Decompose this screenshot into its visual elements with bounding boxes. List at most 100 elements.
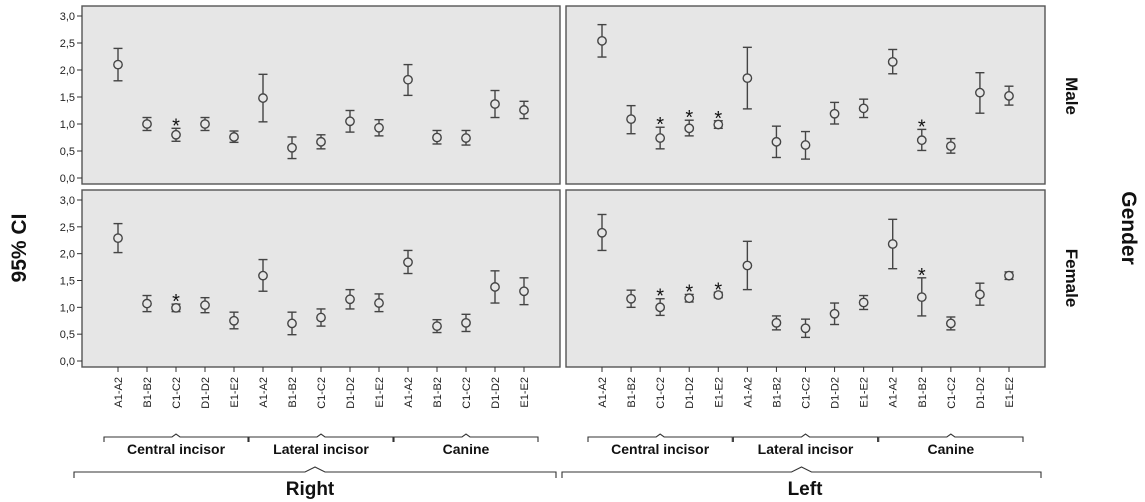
significance-star: * (918, 265, 926, 287)
mean-marker (403, 257, 413, 268)
error-bar-point (626, 289, 636, 309)
facet-row-title: Gender (1117, 191, 1140, 265)
mean-marker (287, 142, 297, 153)
mean-marker (142, 119, 152, 129)
mean-marker (887, 239, 898, 249)
panel-frame (81, 189, 561, 368)
group-label: Central incisor (127, 441, 226, 457)
error-bar-point (684, 119, 695, 137)
x-tick-label: E1-E2 (374, 377, 386, 408)
x-tick-label: C1-C2 (946, 377, 958, 409)
mean-marker (316, 312, 326, 323)
side-label-right: Right (286, 479, 335, 500)
mean-marker (800, 323, 811, 334)
error-bar-point (258, 73, 268, 123)
significance-star: * (918, 116, 926, 138)
error-bar-point (975, 71, 985, 114)
error-bar-point (171, 302, 181, 313)
x-tick-label: D1-D2 (830, 377, 842, 409)
group-bracket (878, 433, 1024, 442)
mean-marker (945, 141, 956, 152)
error-bar-point (519, 100, 529, 120)
error-bar-point (858, 98, 869, 119)
x-tick-label: E1-E2 (229, 377, 241, 408)
x-tick-label: E1-E2 (859, 377, 871, 408)
error-bar-point (742, 46, 753, 110)
mean-marker (742, 73, 753, 84)
error-bar-point (519, 277, 529, 306)
error-bar-point (403, 63, 413, 97)
significance-star: * (656, 286, 664, 308)
y-tick-label: 0,5 (60, 146, 75, 158)
mean-marker (461, 133, 471, 143)
error-bar-point (374, 118, 384, 137)
mean-marker (597, 35, 607, 46)
mean-marker (461, 317, 471, 328)
error-bar-point (626, 104, 636, 135)
error-bar-point (345, 288, 355, 310)
mean-marker (829, 308, 840, 319)
y-tick-label: 1,5 (60, 92, 75, 104)
error-bar-point (713, 290, 724, 300)
mean-marker (655, 133, 666, 143)
mean-marker (684, 293, 695, 304)
y-tick-label: 2,5 (60, 38, 75, 50)
x-tick-label: D1-D2 (345, 377, 357, 409)
error-bar-point (345, 109, 355, 133)
error-bar-point (200, 296, 210, 314)
group-label: Canine (443, 441, 490, 457)
mean-marker (171, 129, 181, 140)
error-bar-point (142, 294, 152, 313)
mean-marker (490, 282, 500, 292)
mean-marker (229, 315, 239, 326)
x-tick-label: E1-E2 (1004, 377, 1016, 408)
x-tick-label: A1-A2 (888, 377, 900, 408)
error-bar-point (975, 282, 985, 306)
error-bar-point (316, 134, 326, 150)
group-label: Central incisor (611, 441, 710, 457)
mean-marker (771, 136, 782, 147)
error-bar-point (655, 126, 666, 150)
mean-marker (975, 289, 985, 300)
group-bracket (248, 433, 394, 442)
mean-marker (374, 298, 384, 308)
significance-star: * (656, 114, 664, 136)
mean-marker (975, 87, 985, 98)
error-bar-point (113, 47, 123, 82)
mean-marker (229, 132, 239, 142)
mean-marker (113, 233, 123, 244)
error-bar-point (800, 130, 811, 160)
error-bar-point (945, 316, 956, 331)
side-bracket (561, 466, 1042, 478)
group-bracket (587, 433, 733, 442)
mean-marker (742, 260, 753, 271)
mean-marker (519, 286, 529, 297)
error-bar-point (374, 293, 384, 313)
x-tick-label: D1-D2 (975, 377, 987, 409)
mean-marker (626, 114, 636, 125)
row-label-male: Male (1062, 77, 1081, 115)
mean-marker (345, 294, 355, 305)
x-tick-label: A1-A2 (113, 377, 125, 408)
error-bar-point (771, 125, 782, 159)
error-bar-point (432, 129, 442, 145)
error-bar-point (800, 318, 811, 339)
x-tick-label: B1-B2 (771, 377, 783, 408)
mean-marker (432, 132, 442, 143)
error-bar-point (142, 116, 152, 132)
x-tick-label: D1-D2 (684, 377, 696, 409)
mean-marker (771, 317, 782, 328)
y-tick-label: 3,0 (60, 11, 75, 23)
y-tick-label: 0,0 (60, 173, 75, 185)
side-bracket (73, 466, 557, 478)
group-bracket (732, 433, 879, 442)
group-label: Lateral incisor (758, 441, 854, 457)
mean-marker (374, 122, 384, 133)
significance-star: * (685, 107, 693, 129)
error-bar-point (200, 116, 210, 132)
mean-marker (887, 57, 898, 67)
error-bar-point (916, 277, 927, 317)
mean-marker (432, 321, 442, 332)
mean-marker (916, 292, 927, 303)
error-bar-point (829, 302, 840, 326)
